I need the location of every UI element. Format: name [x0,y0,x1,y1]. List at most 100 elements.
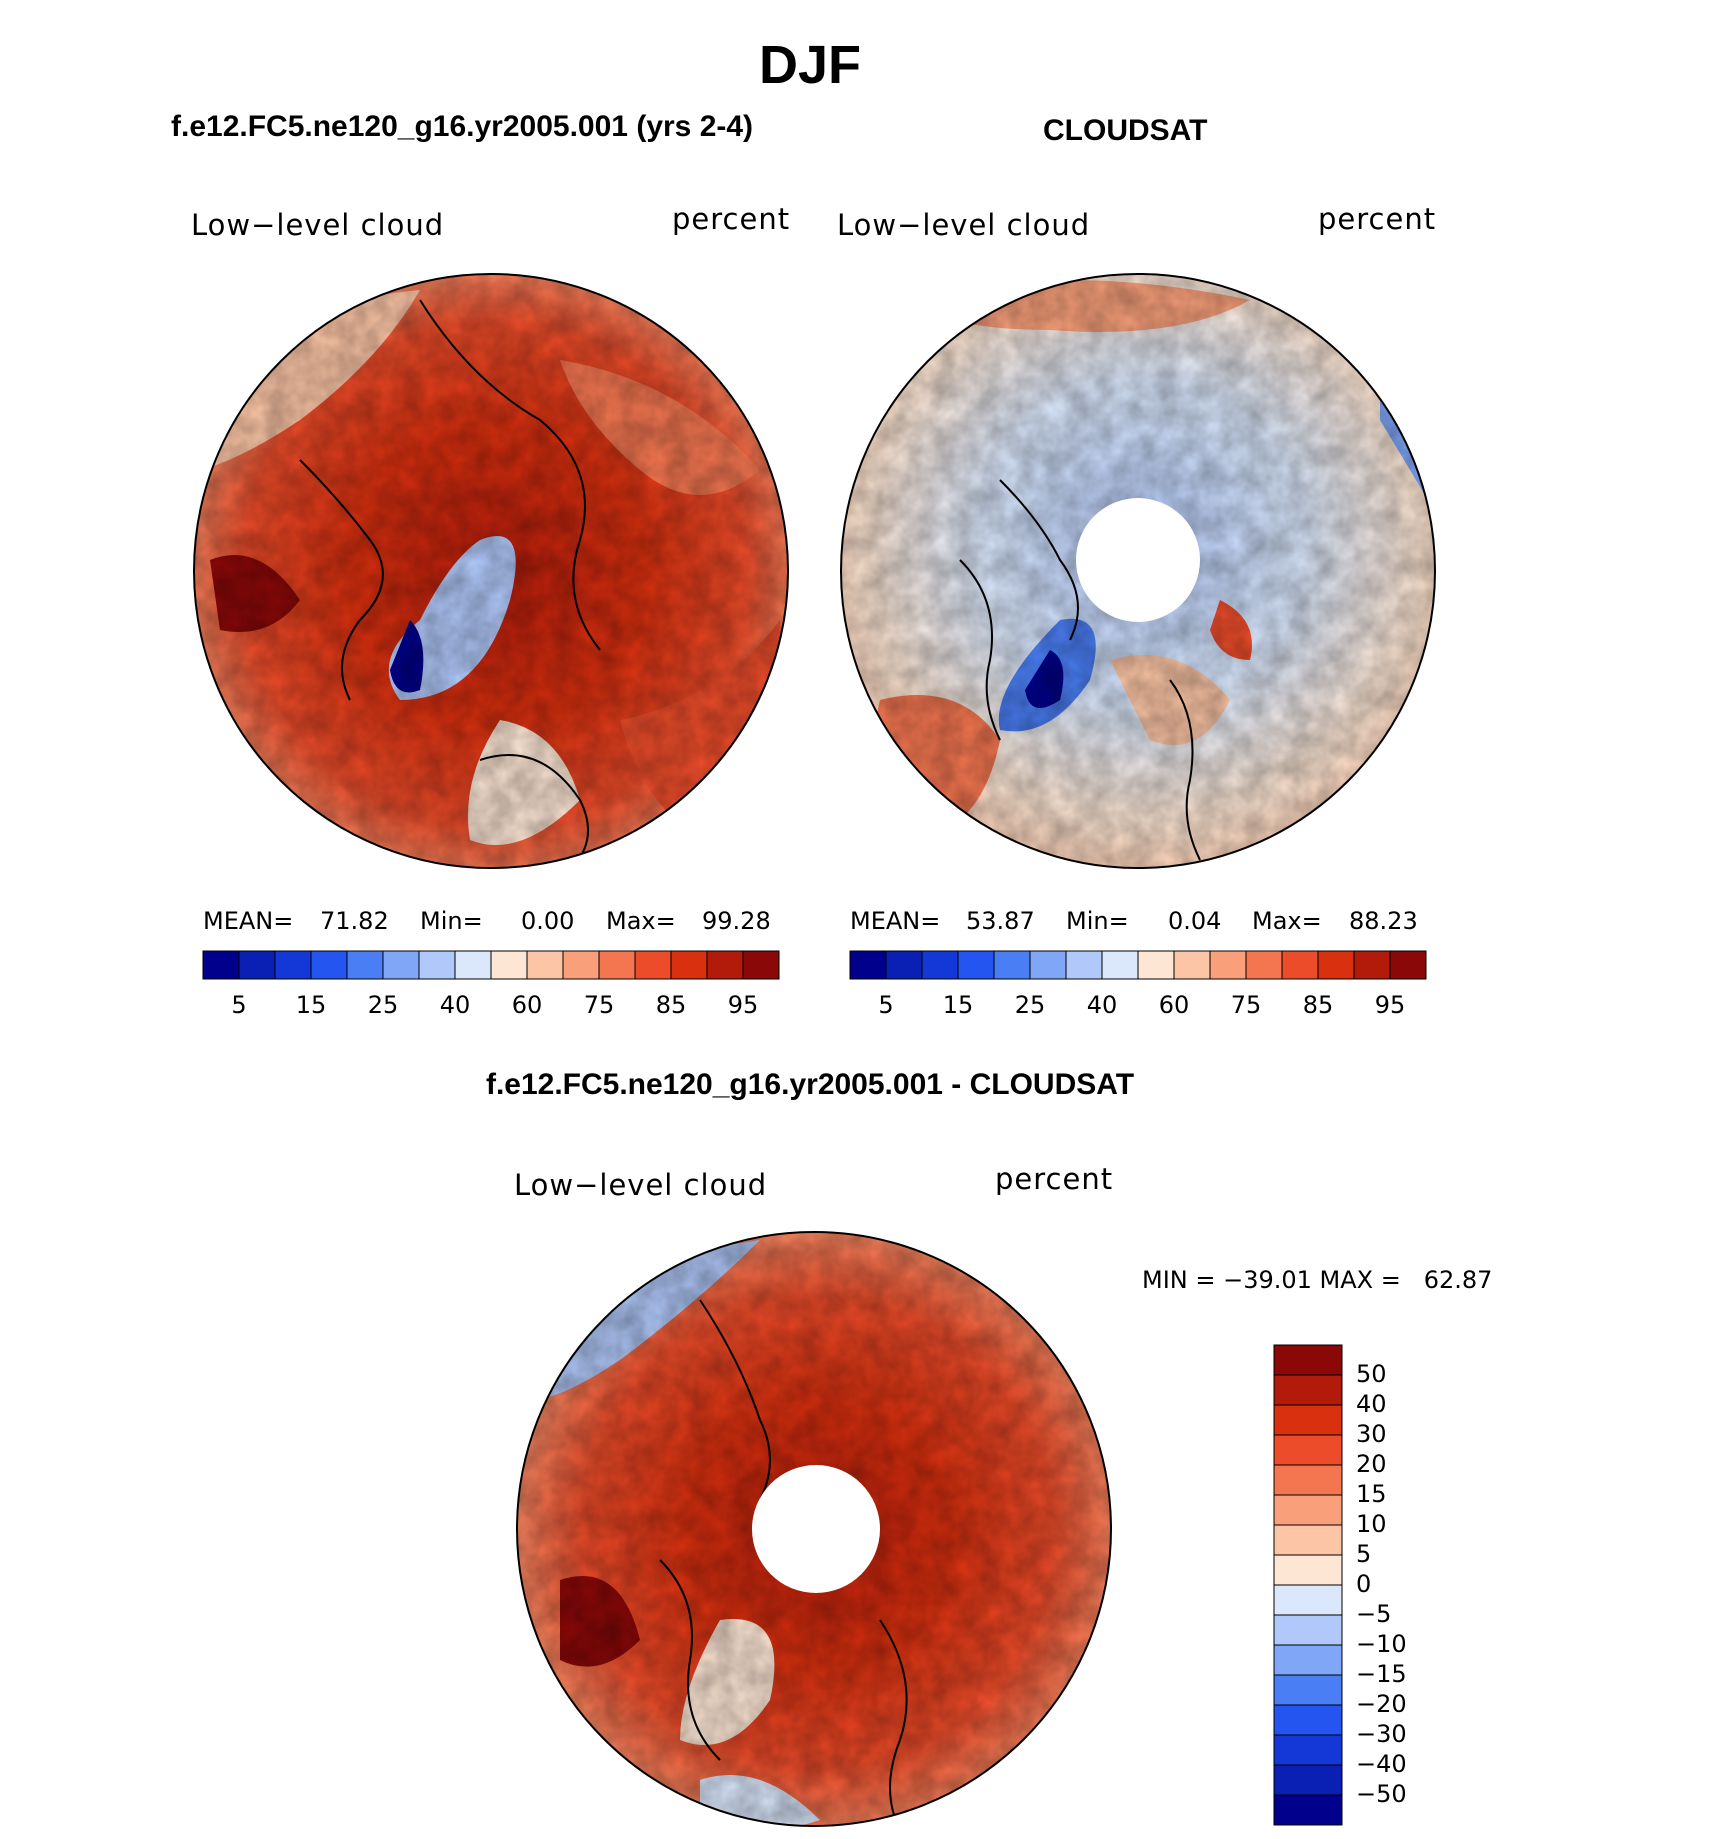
model-colorbar-swatch [598,950,636,980]
model-max-value: 99.28 [702,907,771,935]
diff-units-label: percent [995,1162,1114,1196]
diff-colorbar-tick-label: 30 [1356,1420,1387,1448]
diff-colorbar-swatch [1273,1614,1343,1646]
diff-colorbar-swatch [1273,1764,1343,1796]
diff-colorbar-swatch [1273,1434,1343,1466]
obs-colorbar-tick-label: 5 [878,991,894,1019]
obs-colorbar-tick-label: 25 [1014,991,1046,1019]
model-colorbar-swatch [454,950,492,980]
obs-colorbar-tick-label: 75 [1230,991,1262,1019]
diff-polar-gap [752,1465,880,1593]
diff-panel-subtitle: f.e12.FC5.ne120_g16.yr2005.001 - CLOUDSA… [485,1068,1135,1101]
diff-colorbar-tick-label: −15 [1356,1660,1407,1688]
model-colorbar-swatch [526,950,564,980]
diff-colorbar-tick-label: 15 [1356,1480,1387,1508]
model-colorbar-swatch [238,950,276,980]
obs-variable-label: Low−level cloud [837,208,1091,242]
diff-colorbar-tick-label: 20 [1356,1450,1387,1478]
model-colorbar-swatch [274,950,312,980]
obs-mean-value: 53.87 [966,907,1035,935]
diff-colorbar-swatch [1273,1494,1343,1526]
obs-max-value: 88.23 [1349,907,1418,935]
obs-colorbar-swatch [849,950,887,980]
model-colorbar-tick-label: 75 [583,991,615,1019]
model-colorbar-tick-label: 5 [231,991,247,1019]
model-colorbar-tick-label: 85 [655,991,687,1019]
diff-colorbar-swatch [1273,1554,1343,1586]
figure-title: DJF [758,35,861,95]
diff-colorbar-swatch [1273,1644,1343,1676]
obs-colorbar-swatch [1101,950,1139,980]
model-min-label: Min= [420,907,483,935]
model-colorbar-swatch [346,950,384,980]
diff-map-border [516,1231,1112,1827]
diff-colorbar-swatch [1273,1734,1343,1766]
diff-colorbar-swatch [1273,1404,1343,1436]
diff-colorbar-tick-label: 40 [1356,1390,1387,1418]
model-map-border [193,273,789,869]
model-max-label: Max= [606,907,676,935]
diff-colorbar-tick-label: 10 [1356,1510,1387,1538]
obs-mean-label: MEAN= [850,907,941,935]
obs-colorbar-tick-label: 15 [942,991,974,1019]
model-colorbar-tick-label: 95 [727,991,759,1019]
diff-colorbar-tick-label: 5 [1356,1540,1372,1568]
model-mean-label: MEAN= [203,907,294,935]
obs-colorbar-swatch [1317,950,1355,980]
obs-colorbar-swatch [957,950,995,980]
model-colorbar-tick-label: 15 [295,991,327,1019]
obs-colorbar-swatch [1065,950,1103,980]
obs-min-value: 0.04 [1168,907,1222,935]
diff-colorbar-swatch [1273,1524,1343,1556]
model-colorbar-swatch [634,950,672,980]
obs-units-label: percent [1318,202,1437,236]
obs-colorbar-swatch [1209,950,1247,980]
obs-colorbar-swatch [1173,950,1211,980]
diff-minmax-label: MIN = −39.01 MAX = 62.87 [1142,1266,1493,1294]
obs-max-label: Max= [1252,907,1322,935]
obs-map-border [840,273,1436,869]
model-colorbar-swatch [742,950,780,980]
diff-colorbar-tick-label: −5 [1356,1600,1392,1628]
obs-colorbar-tick-label: 60 [1158,991,1190,1019]
obs-min-label: Min= [1066,907,1129,935]
model-panel-subtitle: f.e12.FC5.ne120_g16.yr2005.001 (yrs 2-4) [171,110,754,143]
obs-colorbar-swatch [1137,950,1175,980]
obs-colorbar-swatch [1353,950,1391,980]
obs-colorbar-swatch [921,950,959,980]
diff-variable-label: Low−level cloud [514,1168,768,1202]
diff-colorbar-swatch [1273,1374,1343,1406]
model-colorbar-tick-label: 40 [439,991,471,1019]
obs-colorbar-tick-label: 40 [1086,991,1118,1019]
model-colorbar-swatch [310,950,348,980]
diff-colorbar-tick-label: −30 [1356,1720,1407,1748]
model-colorbar-swatch [418,950,456,980]
diff-colorbar-swatch [1273,1584,1343,1616]
diff-colorbar-tick-label: −20 [1356,1690,1407,1718]
model-polar-map [194,274,788,868]
model-colorbar-tick-label: 25 [367,991,399,1019]
diff-colorbar-tick-label: −10 [1356,1630,1407,1658]
model-colorbar-swatch [670,950,708,980]
obs-colorbar-swatch [1389,950,1427,980]
diff-colorbar-swatch [1273,1704,1343,1736]
diff-colorbar-tick-label: 50 [1356,1360,1387,1388]
model-min-value: 0.00 [521,907,575,935]
obs-panel-subtitle: CLOUDSAT [1043,114,1208,147]
obs-colorbar-swatch [1245,950,1283,980]
obs-polar-gap [1076,498,1200,622]
obs-colorbar-swatch [885,950,923,980]
diff-polar-map [517,1232,1111,1826]
model-colorbar-swatch [706,950,744,980]
model-colorbar-swatch [202,950,240,980]
diff-colorbar-swatch [1273,1674,1343,1706]
model-colorbar-swatch [382,950,420,980]
diff-colorbar-tick-label: −40 [1356,1750,1407,1778]
model-colorbar-swatch [490,950,528,980]
obs-colorbar-swatch [993,950,1031,980]
model-colorbar-tick-label: 60 [511,991,543,1019]
diff-colorbar-swatch [1273,1794,1343,1826]
diff-colorbar-tick-label: 0 [1356,1570,1372,1598]
